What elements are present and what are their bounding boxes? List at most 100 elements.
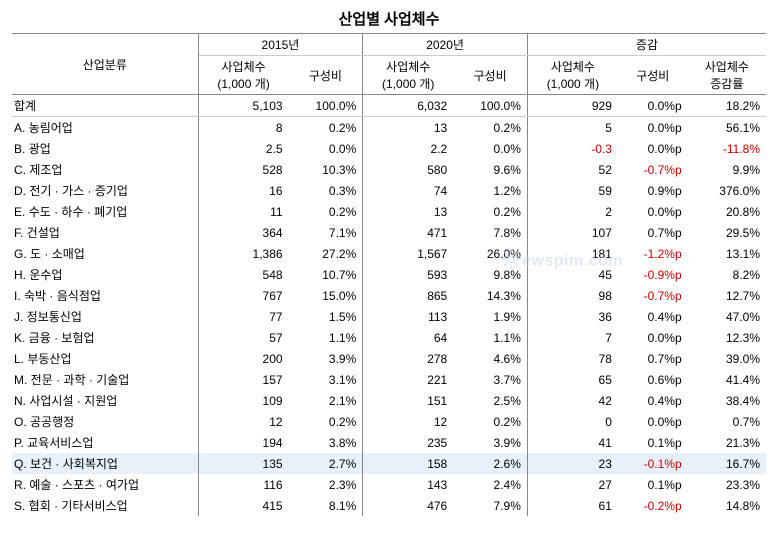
table-row: F. 건설업3647.1%4717.8%1070.7%p29.5% [12, 222, 766, 243]
table-row: J. 정보통신업771.5%1131.9%360.4%p47.0% [12, 306, 766, 327]
cell-2020-ratio: 3.9% [453, 432, 527, 453]
cell-2020-ratio: 26.0% [453, 243, 527, 264]
cell-delta-ratio: -0.7%p [618, 159, 688, 180]
table-row: K. 금융 · 보험업571.1%641.1%70.0%p12.3% [12, 327, 766, 348]
cell-2020-ratio: 2.6% [453, 453, 527, 474]
cell-2015-count: 767 [198, 285, 288, 306]
table-row: R. 예술 · 스포츠 · 여가업1162.3%1432.4%270.1%p23… [12, 474, 766, 495]
table-row: D. 전기 · 가스 · 증기업160.3%741.2%590.9%p376.0… [12, 180, 766, 201]
cell-delta-count: 27 [527, 474, 617, 495]
cell-2020-count: 865 [363, 285, 453, 306]
cell-label: D. 전기 · 가스 · 증기업 [12, 180, 198, 201]
cell-growth: 12.7% [688, 285, 766, 306]
cell-2015-count: 77 [198, 306, 288, 327]
cell-delta-count: 181 [527, 243, 617, 264]
cell-2015-count: 200 [198, 348, 288, 369]
table-row: C. 제조업52810.3%5809.6%52-0.7%p9.9% [12, 159, 766, 180]
cell-2015-count: 57 [198, 327, 288, 348]
cell-label: I. 숙박 · 음식점업 [12, 285, 198, 306]
cell-delta-count: 42 [527, 390, 617, 411]
cell-2020-count: 476 [363, 495, 453, 516]
col-delta: 증감 [527, 34, 766, 56]
cell-growth: 47.0% [688, 306, 766, 327]
cell-2015-count: 8 [198, 117, 288, 139]
cell-delta-ratio: 0.1%p [618, 432, 688, 453]
cell-delta-ratio: 0.6%p [618, 369, 688, 390]
cell-delta-count: 78 [527, 348, 617, 369]
cell-2015-ratio: 0.0% [289, 138, 363, 159]
cell-label: H. 운수업 [12, 264, 198, 285]
cell-2015-count: 157 [198, 369, 288, 390]
cell-delta-ratio: 0.0%p [618, 327, 688, 348]
col-2015: 2015년 [198, 34, 363, 56]
cell-delta-ratio: 0.0%p [618, 117, 688, 139]
col-delta-count: 사업체수(1,000 개) [527, 56, 617, 95]
cell-growth: 20.8% [688, 201, 766, 222]
cell-2015-count: 2.5 [198, 138, 288, 159]
cell-2015-ratio: 15.0% [289, 285, 363, 306]
cell-2015-count: 16 [198, 180, 288, 201]
cell-delta-ratio: 0.0%p [618, 95, 688, 117]
cell-2015-ratio: 0.2% [289, 201, 363, 222]
cell-2020-count: 12 [363, 411, 453, 432]
cell-2020-count: 151 [363, 390, 453, 411]
cell-growth: 18.2% [688, 95, 766, 117]
cell-delta-count: 23 [527, 453, 617, 474]
cell-growth: 23.3% [688, 474, 766, 495]
cell-label: K. 금융 · 보험업 [12, 327, 198, 348]
cell-growth: 8.2% [688, 264, 766, 285]
cell-label: M. 전문 · 과학 · 기술업 [12, 369, 198, 390]
cell-2020-ratio: 4.6% [453, 348, 527, 369]
cell-2020-count: 471 [363, 222, 453, 243]
cell-2020-ratio: 1.2% [453, 180, 527, 201]
cell-label: J. 정보통신업 [12, 306, 198, 327]
col-2020-count: 사업체수(1,000 개) [363, 56, 453, 95]
cell-growth: 29.5% [688, 222, 766, 243]
cell-2015-count: 5,103 [198, 95, 288, 117]
cell-2015-count: 528 [198, 159, 288, 180]
cell-delta-ratio: -0.2%p [618, 495, 688, 516]
cell-2020-ratio: 9.6% [453, 159, 527, 180]
col-category: 산업분류 [12, 34, 198, 95]
cell-delta-ratio: 0.0%p [618, 138, 688, 159]
cell-delta-ratio: 0.0%p [618, 411, 688, 432]
col-2015-ratio: 구성비 [289, 56, 363, 95]
cell-2015-count: 415 [198, 495, 288, 516]
cell-delta-ratio: 0.7%p [618, 348, 688, 369]
cell-2015-ratio: 8.1% [289, 495, 363, 516]
cell-delta-count: 98 [527, 285, 617, 306]
cell-growth: 0.7% [688, 411, 766, 432]
cell-2020-count: 278 [363, 348, 453, 369]
cell-delta-count: -0.3 [527, 138, 617, 159]
cell-2020-count: 593 [363, 264, 453, 285]
cell-growth: 9.9% [688, 159, 766, 180]
cell-2020-count: 74 [363, 180, 453, 201]
cell-label: R. 예술 · 스포츠 · 여가업 [12, 474, 198, 495]
cell-2015-ratio: 27.2% [289, 243, 363, 264]
table-row: N. 사업시설 · 지원업1092.1%1512.5%420.4%p38.4% [12, 390, 766, 411]
cell-label: P. 교육서비스업 [12, 432, 198, 453]
cell-growth: 14.8% [688, 495, 766, 516]
cell-2015-count: 116 [198, 474, 288, 495]
cell-2015-ratio: 3.8% [289, 432, 363, 453]
cell-2015-ratio: 3.1% [289, 369, 363, 390]
col-delta-ratio: 구성비 [618, 56, 688, 95]
cell-growth: 13.1% [688, 243, 766, 264]
table-row: Q. 보건 · 사회복지업1352.7%1582.6%23-0.1%p16.7% [12, 453, 766, 474]
cell-delta-ratio: 0.4%p [618, 390, 688, 411]
cell-2020-ratio: 100.0% [453, 95, 527, 117]
cell-label: 합계 [12, 95, 198, 117]
cell-delta-ratio: 0.7%p [618, 222, 688, 243]
cell-2020-ratio: 0.2% [453, 117, 527, 139]
cell-2015-count: 109 [198, 390, 288, 411]
cell-delta-count: 65 [527, 369, 617, 390]
cell-delta-ratio: -1.2%p [618, 243, 688, 264]
cell-2020-ratio: 0.0% [453, 138, 527, 159]
cell-growth: 56.1% [688, 117, 766, 139]
cell-2015-ratio: 0.2% [289, 411, 363, 432]
cell-2020-ratio: 7.8% [453, 222, 527, 243]
table-row: S. 협회 · 기타서비스업4158.1%4767.9%61-0.2%p14.8… [12, 495, 766, 516]
cell-delta-ratio: 0.1%p [618, 474, 688, 495]
cell-delta-count: 41 [527, 432, 617, 453]
cell-delta-ratio: -0.7%p [618, 285, 688, 306]
